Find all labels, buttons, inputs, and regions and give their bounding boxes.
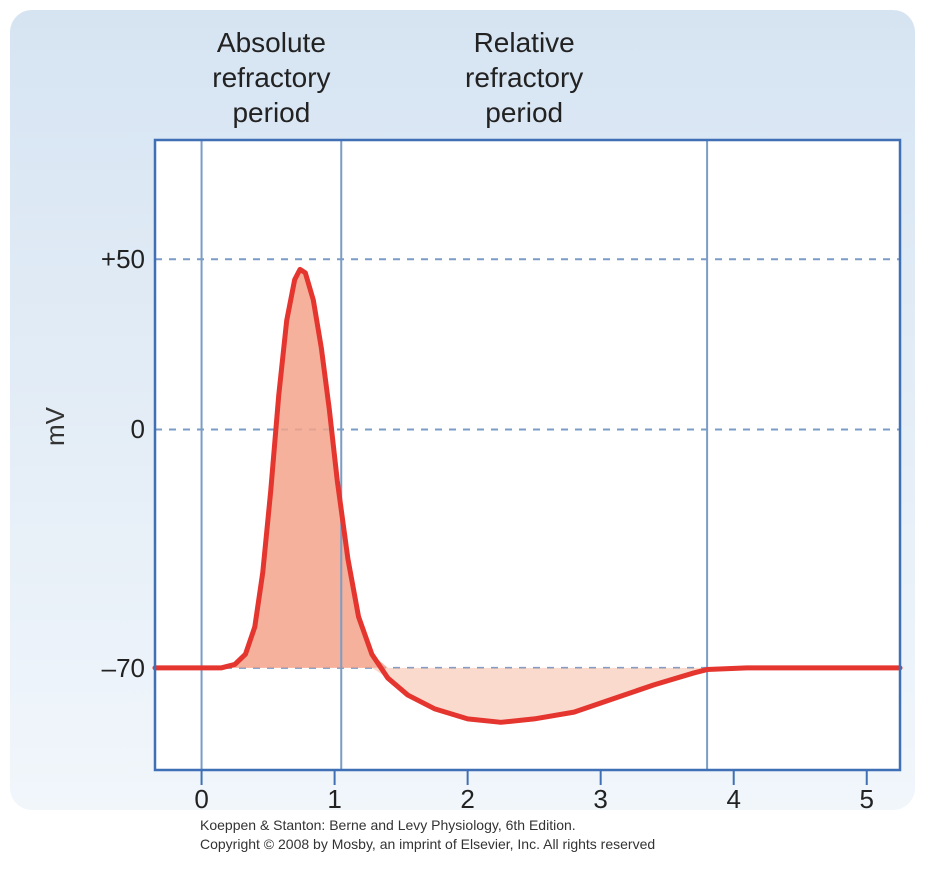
x-tick-label: 2 xyxy=(448,784,488,815)
header-relative-refractory: Relativerefractoryperiod xyxy=(414,25,634,130)
y-tick-label: +50 xyxy=(75,244,145,275)
header-absolute-refractory: Absoluterefractoryperiod xyxy=(161,25,381,130)
y-tick-label: –70 xyxy=(75,653,145,684)
page-root: mV Absoluterefractoryperiod Relativerefr… xyxy=(0,0,945,875)
x-tick-label: 5 xyxy=(847,784,887,815)
y-tick-label: 0 xyxy=(75,414,145,445)
credit-text: Koeppen & Stanton: Berne and Levy Physio… xyxy=(200,816,655,854)
y-axis-title: mV xyxy=(40,407,71,446)
x-tick-label: 4 xyxy=(714,784,754,815)
x-tick-label: 3 xyxy=(581,784,621,815)
x-tick-label: 0 xyxy=(182,784,222,815)
plot-svg xyxy=(155,140,900,770)
plot-frame xyxy=(155,140,900,770)
x-tick-label: 1 xyxy=(315,784,355,815)
